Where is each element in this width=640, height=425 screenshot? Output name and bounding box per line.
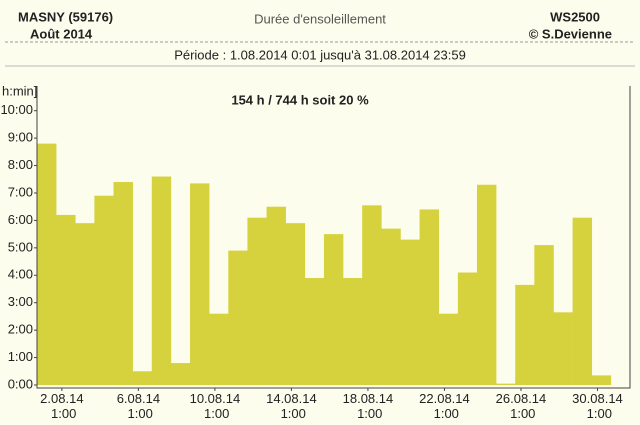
- y-tick-label: 6:00: [8, 212, 33, 227]
- x-tick-label: 10.08.14 1:00: [190, 391, 241, 421]
- y-tick-label: 8:00: [8, 157, 33, 172]
- x-tick-line: 2.08.14: [40, 391, 83, 406]
- bar: [323, 234, 344, 385]
- author: © S.Devienne: [529, 26, 612, 41]
- bar: [304, 278, 325, 385]
- bar: [419, 209, 440, 385]
- x-tick-line: 1:00: [277, 406, 306, 421]
- bar: [457, 272, 478, 385]
- bar: [400, 239, 420, 385]
- x-tick-label: 26.08.14 1:00: [496, 391, 547, 421]
- x-tick-line: 30.08.14: [572, 391, 623, 406]
- x-tick-line: 1:00: [583, 406, 612, 421]
- bar: [362, 205, 382, 385]
- bar: [190, 183, 210, 385]
- device: WS2500: [550, 9, 600, 24]
- bar: [343, 278, 363, 385]
- bar: [496, 383, 516, 385]
- bar: [476, 184, 497, 385]
- bar: [151, 176, 172, 385]
- x-tick-line: 22.08.14: [419, 391, 470, 406]
- bar: [209, 313, 229, 385]
- bar: [534, 245, 554, 385]
- x-tick-line: 1:00: [200, 406, 229, 421]
- y-tick-label: 10:00: [0, 102, 33, 117]
- bar: [572, 217, 593, 385]
- x-tick-label: 18.08.14 1:00: [343, 391, 394, 421]
- annotation: 154 h / 744 h soit 20 %: [231, 92, 369, 107]
- x-tick-line: 6.08.14: [117, 391, 160, 406]
- bar: [381, 228, 401, 385]
- x-tick-line: 10.08.14: [190, 391, 241, 406]
- x-tick-line: 18.08.14: [343, 391, 394, 406]
- subtitle: Période : 1.08.2014 0:01 jusqu'à 31.08.2…: [174, 47, 466, 62]
- y-tick-label: 5:00: [8, 239, 33, 254]
- y-tick-label: 3:00: [8, 294, 33, 309]
- bar: [591, 375, 612, 385]
- y-tick-label: 1:00: [8, 349, 33, 364]
- bar: [132, 371, 153, 385]
- bar: [266, 206, 286, 385]
- x-tick-label: 22.08.14 1:00: [419, 391, 470, 421]
- x-tick-line: 1:00: [507, 406, 536, 421]
- bar: [37, 143, 57, 385]
- bar: [438, 313, 459, 385]
- bar: [247, 217, 267, 385]
- bar: [285, 223, 306, 385]
- x-tick-line: 14.08.14: [266, 391, 317, 406]
- y-axis-label: h:min]: [2, 83, 37, 98]
- station: MASNY (59176): [18, 9, 113, 24]
- bar: [113, 182, 133, 385]
- y-tick-label: 7:00: [8, 184, 33, 199]
- x-tick-label: 6.08.14 1:00: [117, 391, 160, 421]
- month: Août 2014: [30, 26, 93, 41]
- x-tick-label: 2.08.14 1:00: [40, 391, 83, 421]
- x-tick-line: 1:00: [47, 406, 76, 421]
- x-tick-line: 1:00: [124, 406, 153, 421]
- bar: [75, 223, 95, 385]
- x-tick-line: 26.08.14: [496, 391, 547, 406]
- x-tick-line: 1:00: [430, 406, 459, 421]
- chart-title: Durée d'ensoleillement: [254, 11, 386, 26]
- x-tick-label: 14.08.14 1:00: [266, 391, 317, 421]
- y-tick-label: 4:00: [8, 267, 33, 282]
- bar: [515, 284, 535, 385]
- bar: [56, 214, 76, 385]
- bar: [553, 312, 573, 385]
- x-tick-line: 1:00: [353, 406, 382, 421]
- bar: [94, 195, 114, 385]
- x-tick-label: 30.08.14 1:00: [572, 391, 623, 421]
- bar: [228, 250, 248, 385]
- plot-frame: [36, 86, 631, 389]
- y-tick-label: 0:00: [8, 376, 33, 391]
- bar: [170, 363, 191, 385]
- y-tick-label: 9:00: [8, 130, 33, 145]
- y-tick-label: 2:00: [8, 322, 33, 337]
